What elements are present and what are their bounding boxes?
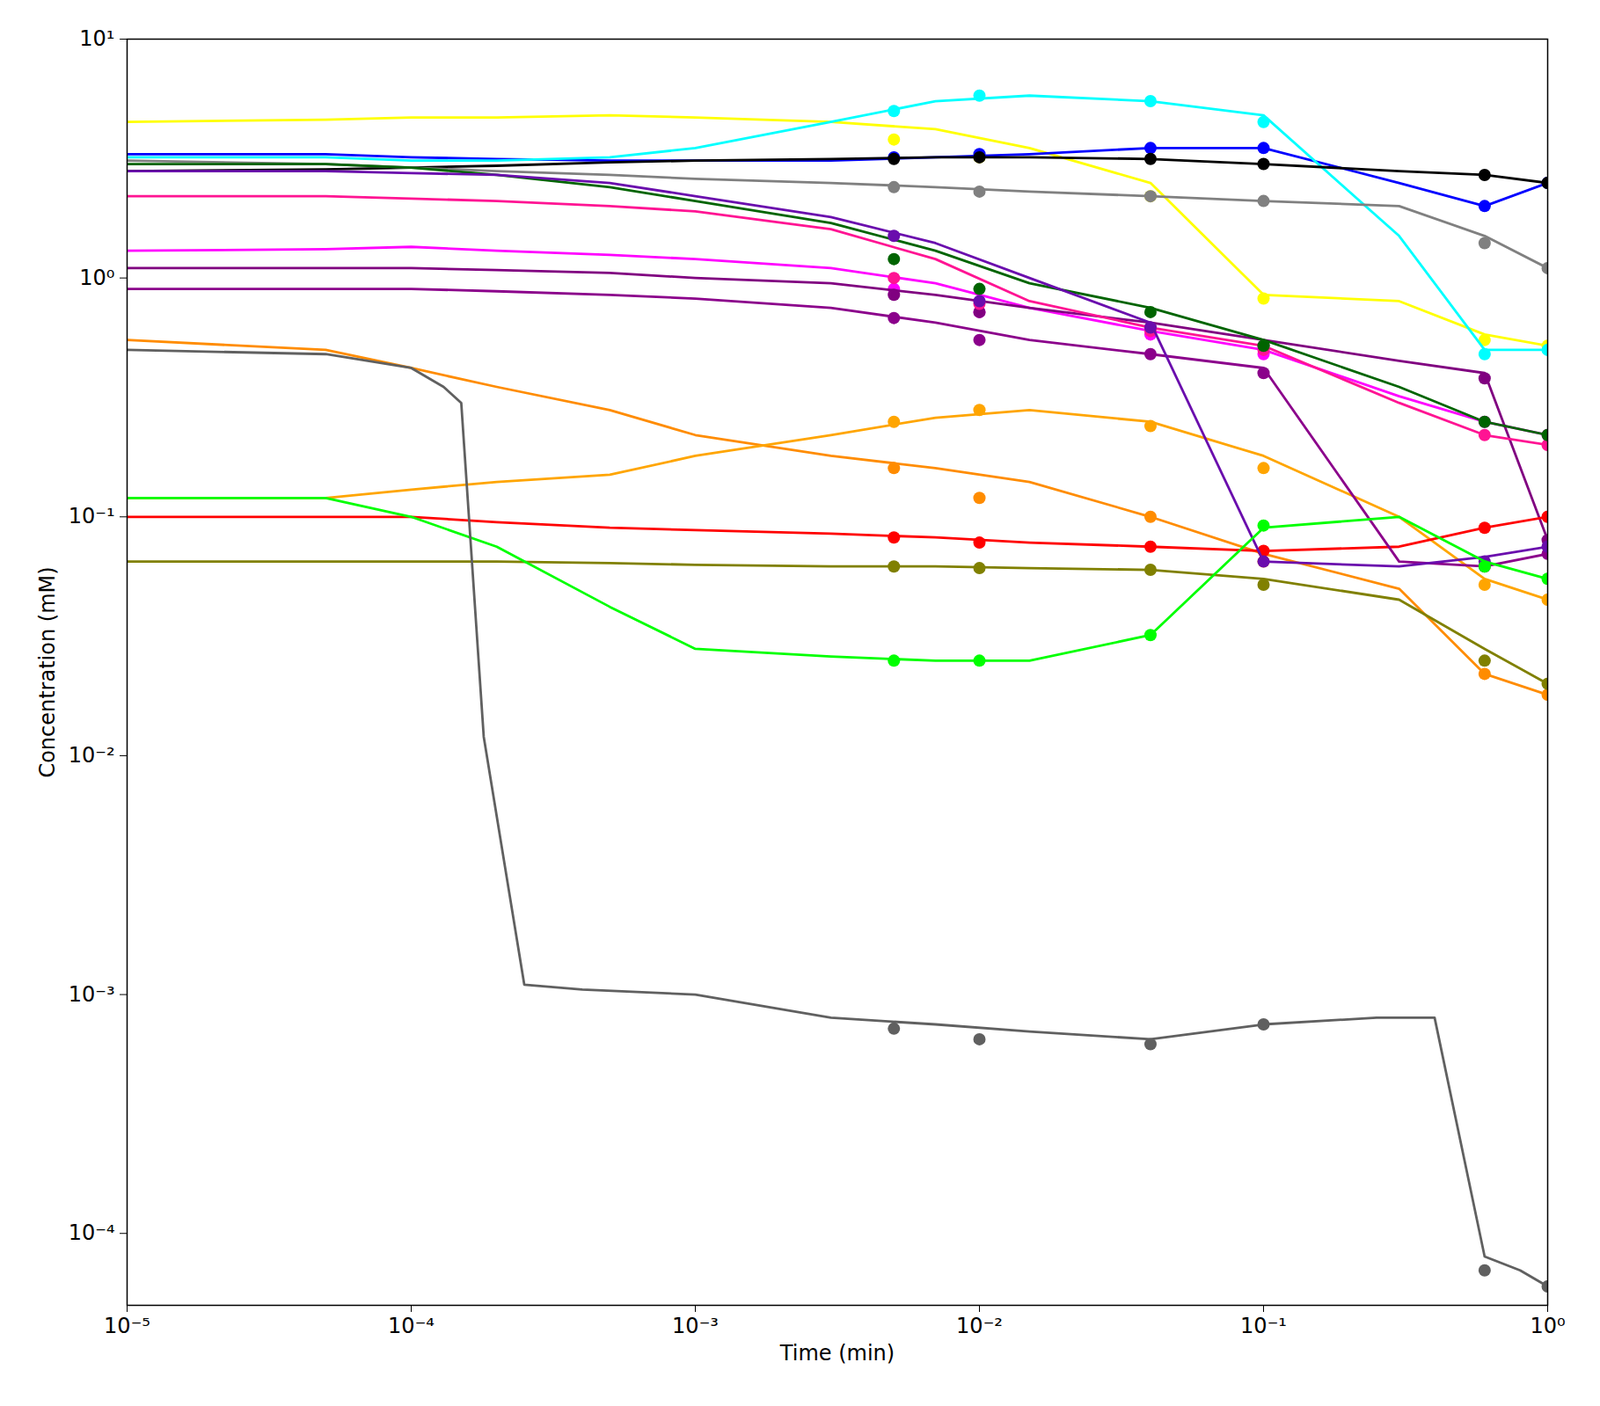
- svg-text:10⁻⁵: 10⁻⁵: [103, 1314, 151, 1339]
- svg-text:10¹: 10¹: [79, 26, 115, 52]
- svg-text:10⁰: 10⁰: [1529, 1314, 1565, 1339]
- svg-text:10⁻⁴: 10⁻⁴: [387, 1314, 435, 1339]
- svg-text:10⁻¹: 10⁻¹: [68, 504, 116, 529]
- svg-text:10⁻¹: 10⁻¹: [1240, 1314, 1287, 1339]
- svg-text:10⁻²: 10⁻²: [68, 743, 116, 768]
- svg-text:10⁻²: 10⁻²: [956, 1314, 1003, 1339]
- svg-text:10⁻³: 10⁻³: [68, 982, 116, 1008]
- svg-text:10⁻⁴: 10⁻⁴: [68, 1220, 116, 1246]
- svg-text:Concentration (mM): Concentration (mM): [35, 566, 60, 778]
- svg-text:Time (min): Time (min): [779, 1341, 895, 1367]
- svg-text:10⁰: 10⁰: [79, 265, 115, 291]
- svg-text:10⁻³: 10⁻³: [672, 1314, 719, 1339]
